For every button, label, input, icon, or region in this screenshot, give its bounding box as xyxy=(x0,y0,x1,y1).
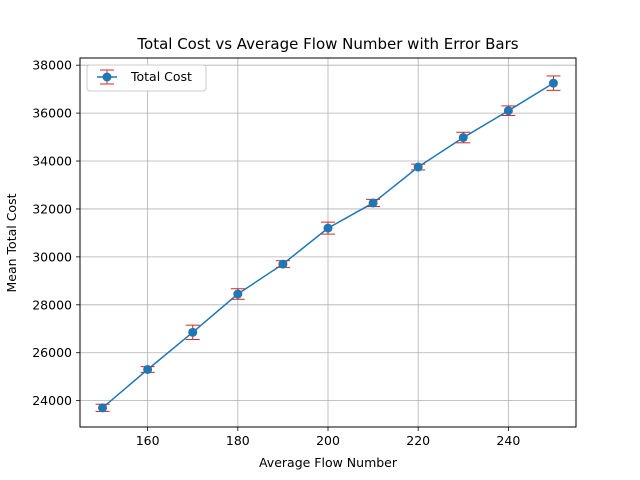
y-axis-label: Mean Total Cost xyxy=(4,193,19,292)
grid-lines xyxy=(80,58,576,427)
data-point xyxy=(278,259,288,269)
data-point xyxy=(413,162,423,172)
y-tick-label: 36000 xyxy=(32,106,72,121)
data-point xyxy=(323,223,333,233)
data-point xyxy=(458,133,468,143)
y-tick-label: 34000 xyxy=(32,154,72,169)
data-point xyxy=(188,327,198,337)
data-point xyxy=(548,78,558,88)
y-tick-label: 28000 xyxy=(32,297,72,312)
x-tick-label: 220 xyxy=(406,433,430,448)
chart-title: Total Cost vs Average Flow Number with E… xyxy=(136,35,518,53)
x-tick-label: 240 xyxy=(496,433,520,448)
x-tick-label: 180 xyxy=(226,433,250,448)
series-layer xyxy=(95,75,561,413)
data-point xyxy=(233,289,243,299)
data-point xyxy=(503,106,513,116)
y-tick-label: 38000 xyxy=(32,58,72,73)
legend-label: Total Cost xyxy=(130,69,192,84)
legend-box xyxy=(86,64,207,92)
legend-marker-swatch xyxy=(102,72,112,82)
x-axis-label: Average Flow Number xyxy=(259,455,398,470)
data-point xyxy=(368,198,378,208)
y-tick-label: 26000 xyxy=(32,345,72,360)
y-tick-label: 32000 xyxy=(32,201,72,216)
data-point xyxy=(143,364,153,374)
data-point xyxy=(98,403,108,413)
y-tick-label: 30000 xyxy=(32,249,72,264)
x-tick-label: 200 xyxy=(316,433,340,448)
axis-ticks: 160 180 200 220 240 24000 26000 28000 30000 32000… xyxy=(32,58,520,448)
y-tick-label: 24000 xyxy=(32,393,72,408)
legend: Total Cost xyxy=(86,64,207,92)
x-tick-label: 160 xyxy=(136,433,160,448)
